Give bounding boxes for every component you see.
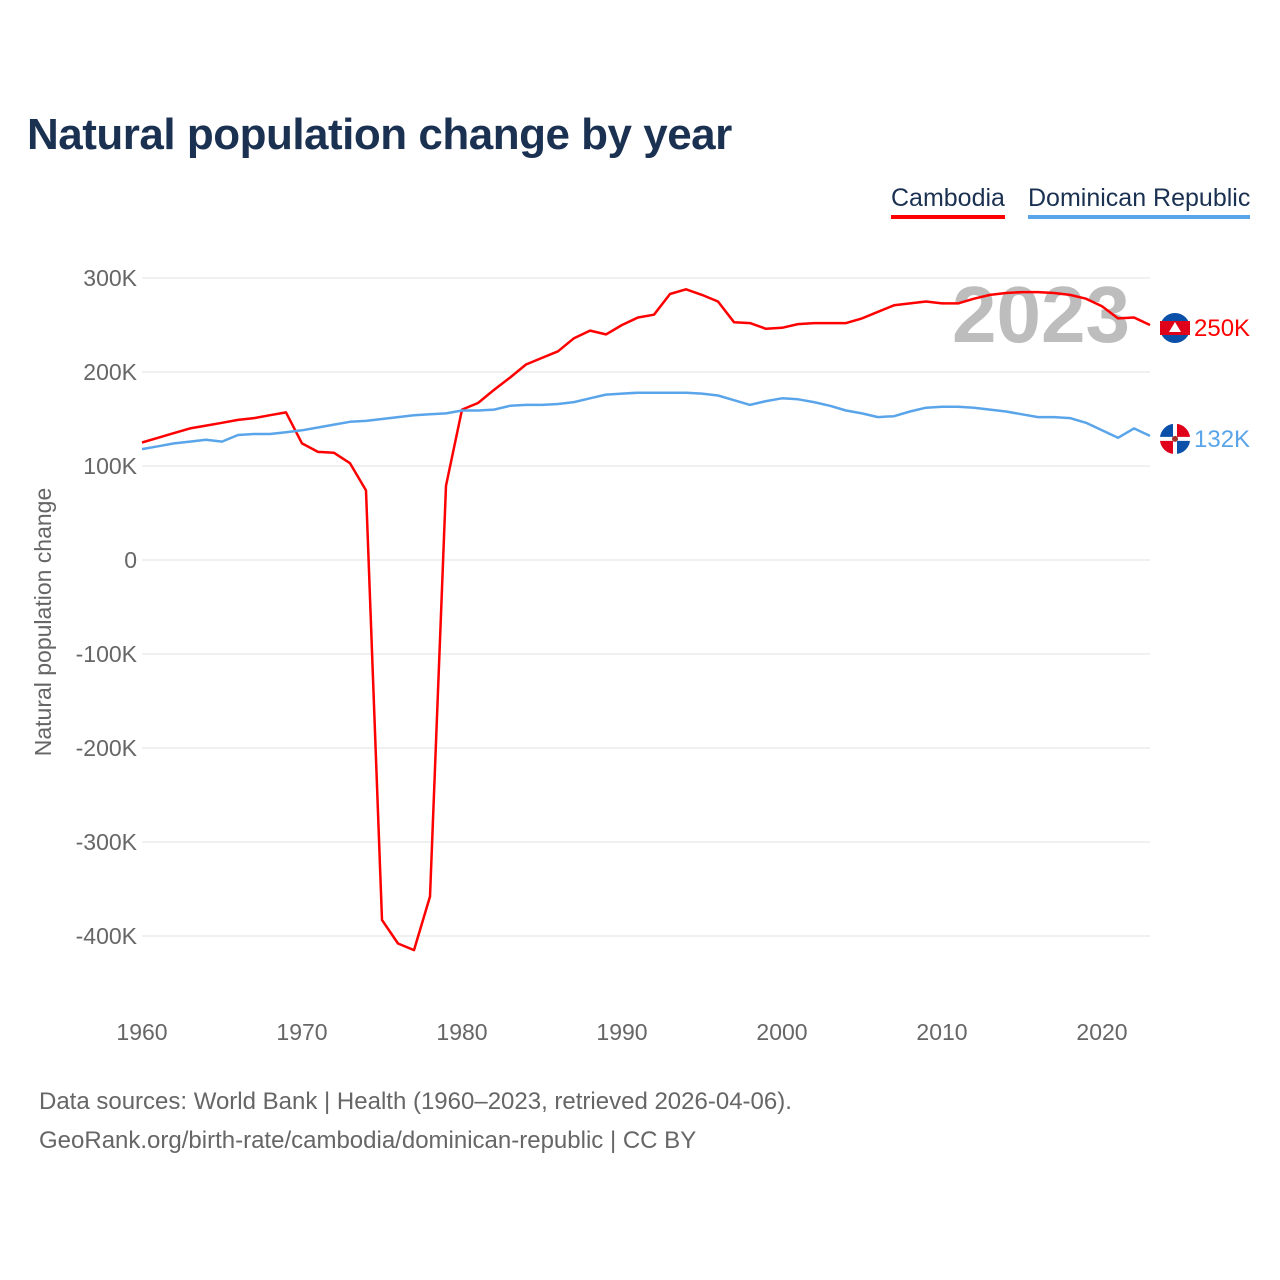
y-tick-label: -100K	[76, 641, 138, 667]
source-line-2: GeoRank.org/birth-rate/cambodia/dominica…	[39, 1127, 697, 1154]
y-tick-label: 300K	[83, 265, 137, 291]
x-tick-label: 1990	[596, 1019, 647, 1045]
x-tick-label: 2020	[1076, 1019, 1127, 1045]
legend-item-cambodia[interactable]: Cambodia	[891, 184, 1005, 219]
y-tick-label: 0	[124, 547, 137, 573]
source-line-1: Data sources: World Bank | Health (1960–…	[39, 1088, 792, 1115]
temple-icon	[1169, 322, 1181, 332]
flag-quadrant	[1177, 423, 1190, 437]
y-tick-label: -300K	[76, 829, 138, 855]
flag-quadrant	[1160, 440, 1173, 454]
y-axis-label: Natural population change	[30, 488, 56, 757]
y-tick-label: -200K	[76, 735, 138, 761]
x-tick-label: 1970	[276, 1019, 327, 1045]
flag-quadrant	[1177, 440, 1190, 454]
series-line-cambodia	[141, 288, 1151, 952]
year-watermark: 2023	[952, 270, 1130, 359]
y-tick-label: 200K	[83, 359, 137, 385]
x-tick-label: 2000	[756, 1019, 807, 1045]
series-line-dominican-republic	[141, 391, 1151, 451]
flag-quadrant	[1160, 423, 1173, 437]
flag-emblem	[1172, 435, 1178, 442]
end-value-label: 250K	[1194, 315, 1250, 342]
y-tick-label: 100K	[83, 453, 137, 479]
chart-title: Natural population change by year	[27, 110, 732, 159]
x-tick-label: 1980	[436, 1019, 487, 1045]
y-tick-label: -400K	[76, 923, 138, 949]
end-value-label: 132K	[1194, 426, 1250, 453]
x-tick-label: 2010	[916, 1019, 967, 1045]
x-tick-label: 1960	[116, 1019, 167, 1045]
legend-item-dominican-republic[interactable]: Dominican Republic	[1028, 184, 1251, 219]
